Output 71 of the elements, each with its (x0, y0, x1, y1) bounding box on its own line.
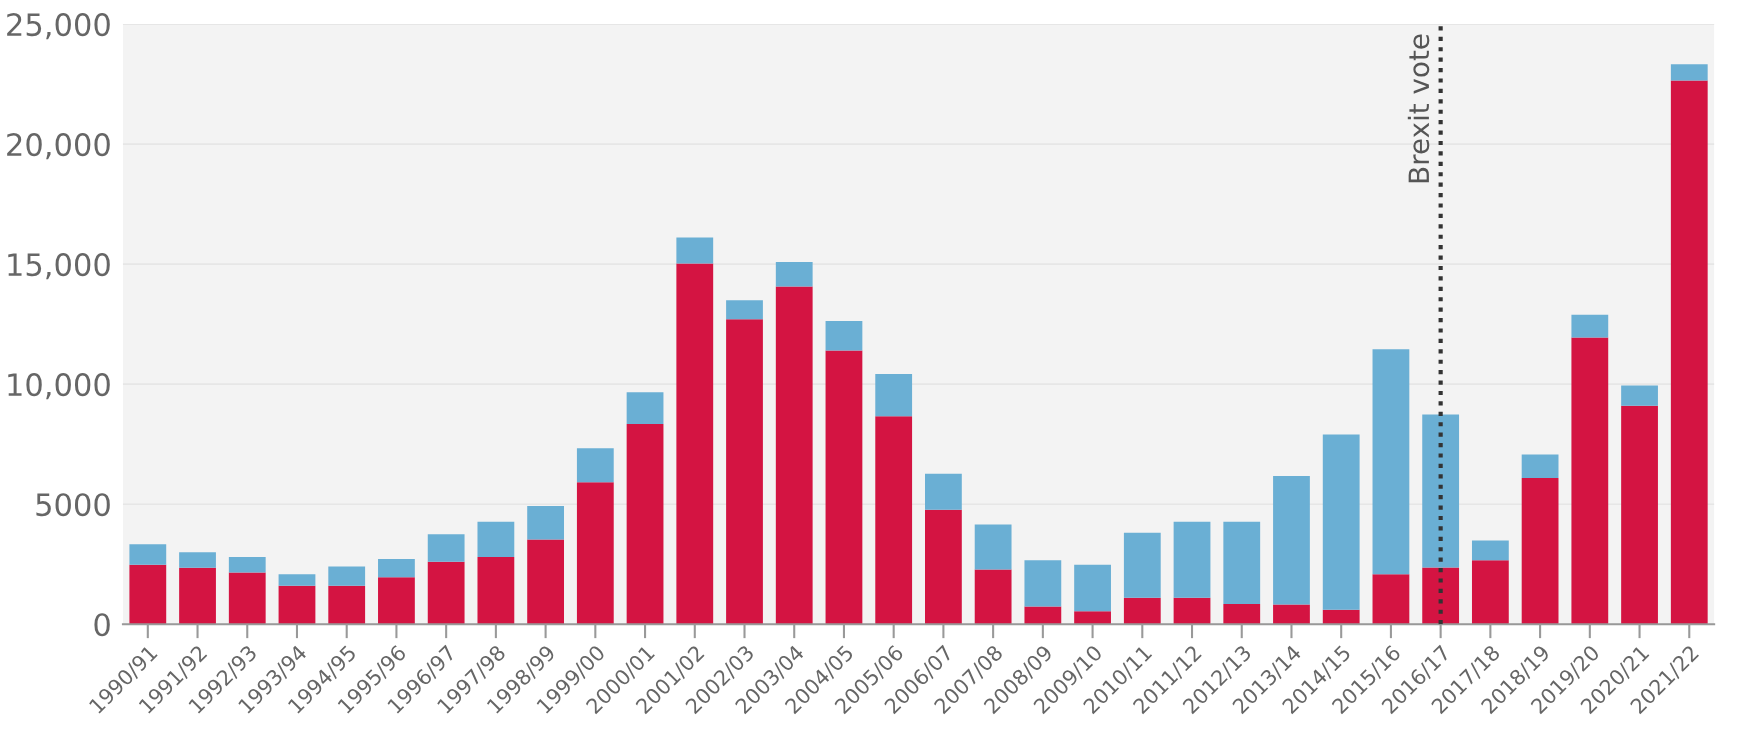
bar (1024, 560, 1062, 607)
bar (676, 237, 714, 264)
bar (1670, 64, 1708, 81)
bar (1322, 609, 1360, 625)
bar (1521, 454, 1559, 479)
y-tick-label: 10,000 (8, 373, 110, 400)
bar (1621, 385, 1658, 406)
bar (328, 566, 366, 586)
bar (228, 557, 266, 573)
bar (129, 544, 167, 565)
bar (477, 521, 515, 558)
bar (974, 524, 1012, 570)
bar (427, 561, 465, 625)
bar (1074, 564, 1111, 612)
bar (1521, 478, 1559, 625)
y-tick-label: 5000 (36, 493, 110, 517)
y-tick-label: 20,000 (7, 133, 110, 160)
bar (477, 557, 515, 625)
bar (974, 569, 1012, 625)
bar (626, 424, 664, 625)
bar (1571, 337, 1609, 625)
bar (1372, 574, 1410, 625)
bar (576, 448, 614, 483)
bar (1372, 349, 1410, 575)
bar (1173, 597, 1211, 625)
bar (1670, 80, 1708, 625)
bar (427, 534, 465, 562)
y-tick-label: 0 (94, 613, 110, 637)
bar (179, 552, 216, 568)
bar (576, 482, 614, 625)
bar (378, 558, 415, 578)
bar (129, 564, 167, 625)
bar (925, 473, 962, 510)
bar (775, 261, 813, 287)
ref-line-label: Brexit vote (1407, 34, 1430, 183)
bar (1223, 604, 1261, 625)
bar (527, 505, 564, 540)
bar (228, 572, 266, 625)
bar (1123, 532, 1161, 598)
bar (1471, 560, 1509, 625)
bar (328, 585, 366, 625)
bar (676, 263, 714, 625)
y-tick-label: 15,000 (8, 253, 110, 280)
bar (1024, 606, 1062, 625)
bar (1422, 414, 1460, 568)
bar (1471, 540, 1509, 561)
bar (825, 350, 863, 625)
bar (527, 539, 564, 625)
bar (1571, 314, 1609, 338)
bar (1074, 611, 1111, 625)
bar (825, 321, 863, 351)
bar (378, 577, 415, 625)
bar (278, 574, 316, 586)
y-tick-label: 25,000 (7, 13, 110, 40)
bar (1621, 405, 1658, 625)
bar (1422, 567, 1460, 625)
bar (278, 585, 316, 625)
bar (775, 286, 813, 625)
bar (1273, 604, 1310, 625)
bar (1123, 597, 1161, 625)
bar (1322, 434, 1360, 610)
bar (875, 374, 913, 417)
bar (1223, 521, 1261, 605)
bar (925, 509, 962, 625)
bar (726, 300, 763, 320)
bar (179, 567, 216, 625)
bar (726, 319, 763, 625)
bar (1273, 476, 1310, 605)
bar (875, 416, 913, 625)
bar (626, 392, 664, 425)
bar (1173, 521, 1211, 598)
